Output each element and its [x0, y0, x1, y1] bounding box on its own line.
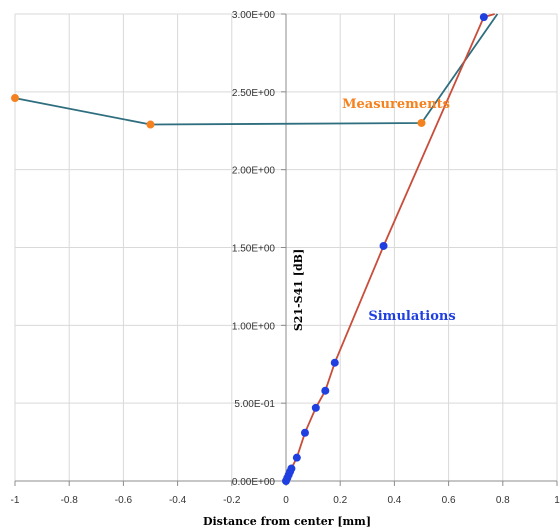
x-axis-title: Distance from center [mm]	[203, 515, 371, 528]
tick-labels: -1 -0.8 -0.6 -0.4 -0.2 0 0.2 0.4 0.6 0.8 1 0.00E+00…	[11, 10, 560, 506]
data-point-simulations	[330, 358, 339, 367]
x-tick-label: -0.8	[61, 495, 79, 506]
data-point-simulations	[321, 386, 330, 395]
x-tick-label: -0.4	[169, 495, 187, 506]
data-point-simulations	[287, 464, 296, 473]
series-label-simulations: Simulations	[368, 309, 455, 324]
data-point-simulations	[292, 453, 301, 462]
data-point-simulations	[479, 13, 488, 22]
y-tick-label: 0.00E+00	[232, 477, 276, 488]
x-tick-label: 0.8	[496, 495, 510, 506]
x-tick-label: 0.6	[442, 495, 456, 506]
axes	[14, 13, 558, 486]
series-points	[11, 13, 488, 485]
data-point-simulations	[300, 428, 309, 437]
data-point-measurements	[146, 120, 155, 129]
x-tick-label: 1	[554, 495, 560, 506]
data-point-measurements	[417, 118, 426, 127]
data-point-measurements	[11, 94, 19, 103]
x-tick-label: 0	[283, 495, 289, 506]
series-label-measurements: Measurements	[342, 97, 450, 112]
y-tick-label: 1.50E+00	[232, 244, 276, 255]
x-tick-label: 0.2	[333, 495, 347, 506]
y-axis-title: S21-S41 [dB]	[292, 249, 305, 331]
x-tick-label: -0.2	[223, 495, 241, 506]
x-tick-label: -0.6	[115, 495, 133, 506]
y-tick-label: 1.00E+00	[232, 321, 276, 332]
y-tick-label: 2.50E+00	[232, 88, 276, 99]
y-tick-label: 5.00E-01	[234, 399, 275, 410]
y-tick-label: 2.00E+00	[232, 166, 276, 177]
x-tick-label: -1	[11, 495, 20, 506]
x-tick-label: 0.4	[387, 495, 401, 506]
data-point-simulations	[311, 403, 320, 412]
data-point-simulations	[379, 241, 388, 250]
y-tick-label: 3.00E+00	[232, 10, 276, 21]
series-line-measurements	[14, 13, 499, 126]
